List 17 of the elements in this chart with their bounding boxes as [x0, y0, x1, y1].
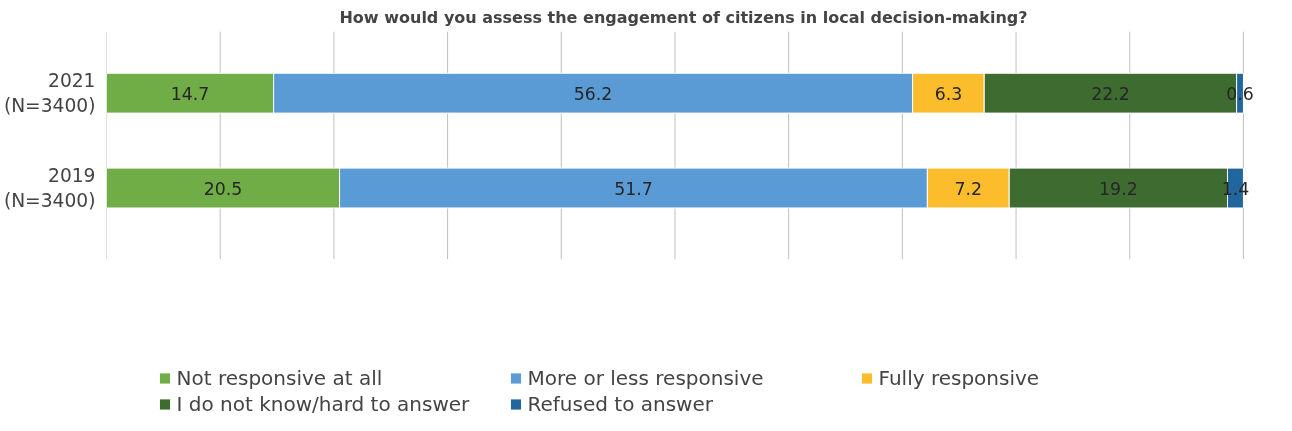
legend-label: Fully responsive	[878, 366, 1041, 390]
data-label: 7.2	[954, 178, 983, 199]
data-label: 51.7	[614, 178, 653, 199]
y-tick-label: 2019 (N=3400)	[3, 164, 96, 212]
chart-title: How would you assess the engagement of citizens in local decision-making?	[339, 7, 1028, 27]
data-label: 56.2	[573, 83, 613, 104]
data-label: 6.3	[934, 83, 963, 104]
data-label: 14.7	[170, 83, 210, 104]
y-tick-label: 2021 (N=3400)	[3, 70, 96, 117]
legend-label: Not responsive at all	[176, 366, 384, 390]
data-label: 22.2	[1091, 83, 1130, 104]
legend-label: I do not know/hard to answer	[176, 392, 471, 416]
data-label: 20.5	[203, 178, 243, 199]
data-label: 0.6	[1226, 83, 1254, 104]
legend-label: Refused to answer	[527, 392, 714, 416]
data-label: 19.2	[1099, 178, 1138, 199]
legend-label: More or less responsive	[527, 366, 765, 390]
